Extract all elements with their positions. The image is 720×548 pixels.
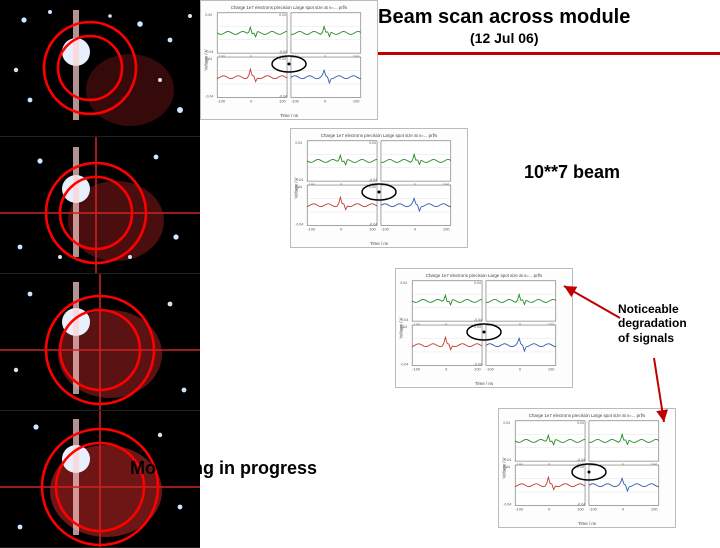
model-label: Modelling in progress	[130, 458, 317, 479]
svg-text:0.04: 0.04	[577, 421, 584, 425]
svg-text:Time / ns: Time / ns	[370, 241, 389, 246]
svg-text:-0.04: -0.04	[577, 502, 585, 506]
svg-text:100: 100	[443, 226, 450, 231]
svg-text:0: 0	[548, 506, 551, 511]
svg-text:0.04: 0.04	[369, 141, 376, 145]
svg-text:-100: -100	[217, 98, 226, 103]
module-thumb	[0, 274, 200, 411]
position-marker	[570, 462, 608, 482]
page-title: Beam scan across module	[378, 6, 630, 29]
svg-text:-100: -100	[589, 506, 598, 511]
svg-text:100: 100	[577, 506, 584, 511]
svg-text:0: 0	[519, 366, 522, 371]
svg-text:-0.04: -0.04	[369, 222, 377, 226]
svg-text:0: 0	[250, 98, 253, 103]
svg-text:-100: -100	[381, 226, 390, 231]
svg-text:0.04: 0.04	[400, 281, 407, 285]
svg-text:100: 100	[369, 226, 376, 231]
svg-text:100: 100	[651, 506, 658, 511]
svg-text:Charge 1e7 electrons precision: Charge 1e7 electrons precision Large spo…	[529, 413, 646, 418]
svg-text:0.04: 0.04	[295, 141, 302, 145]
position-marker	[270, 54, 308, 74]
svg-text:Charge 1e7 electrons precision: Charge 1e7 electrons precision Large spo…	[321, 133, 438, 138]
module-thumb	[0, 0, 200, 137]
svg-text:Charge 1e7 electrons precision: Charge 1e7 electrons precision Large spo…	[231, 5, 348, 10]
svg-text:-0.04: -0.04	[205, 94, 213, 98]
svg-text:-0.04: -0.04	[295, 222, 303, 226]
title-rule	[370, 52, 720, 55]
svg-text:-0.04: -0.04	[474, 362, 482, 366]
svg-text:100: 100	[353, 98, 360, 103]
svg-text:Voltage / V: Voltage / V	[293, 177, 298, 198]
svg-text:0.04: 0.04	[279, 13, 286, 17]
svg-text:-0.04: -0.04	[503, 502, 511, 506]
svg-text:-100: -100	[307, 226, 316, 231]
module-thumb	[0, 411, 200, 548]
svg-text:Voltage / V: Voltage / V	[203, 49, 208, 70]
svg-text:-100: -100	[412, 366, 421, 371]
svg-text:-100: -100	[486, 366, 495, 371]
svg-text:Voltage / V: Voltage / V	[398, 317, 403, 338]
module-thumb	[0, 137, 200, 274]
svg-text:0: 0	[340, 226, 343, 231]
svg-text:0: 0	[414, 226, 417, 231]
svg-text:Voltage / V: Voltage / V	[501, 457, 506, 478]
svg-text:Time / ns: Time / ns	[578, 521, 597, 526]
position-marker	[465, 322, 503, 342]
svg-text:Charge 1e7 electrons precision: Charge 1e7 electrons precision Large spo…	[426, 273, 543, 278]
svg-text:100: 100	[279, 98, 286, 103]
svg-text:0: 0	[622, 506, 625, 511]
notice-label: Noticeabledegradationof signals	[618, 302, 687, 345]
page-subtitle: (12 Jul 06)	[470, 30, 538, 46]
svg-text:0: 0	[445, 366, 448, 371]
svg-text:0.04: 0.04	[474, 281, 481, 285]
svg-text:-0.04: -0.04	[279, 94, 287, 98]
svg-text:-100: -100	[291, 98, 300, 103]
svg-text:0.04: 0.04	[503, 421, 510, 425]
beam-label: 10**7 beam	[524, 162, 620, 183]
svg-text:0.04: 0.04	[205, 13, 212, 17]
svg-text:0: 0	[324, 98, 327, 103]
svg-text:100: 100	[474, 366, 481, 371]
svg-text:-100: -100	[515, 506, 524, 511]
svg-text:-0.04: -0.04	[400, 362, 408, 366]
svg-text:Time / ns: Time / ns	[475, 381, 494, 386]
position-marker	[360, 182, 398, 202]
svg-text:Time / ns: Time / ns	[280, 113, 299, 118]
svg-text:100: 100	[548, 366, 555, 371]
